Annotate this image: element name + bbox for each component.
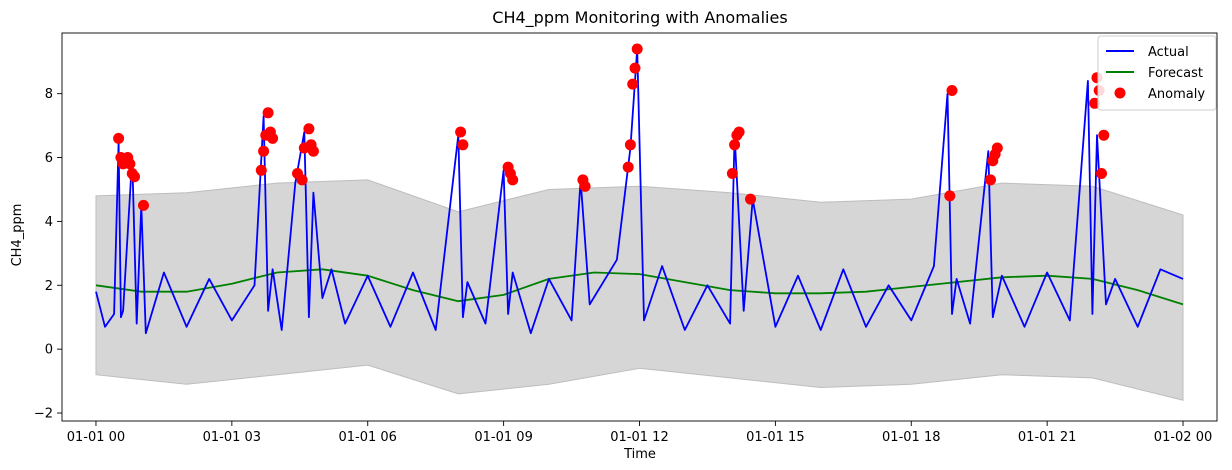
legend-label-anomaly: Anomaly [1148,87,1205,102]
anomaly-point [1098,129,1110,141]
y-tick-label: 2 [45,279,53,294]
anomaly-point [745,193,756,205]
anomaly-point [307,145,319,157]
confidence-band [95,179,1184,401]
anomaly-point [457,139,469,151]
anomaly-point [258,145,270,157]
x-axis-label: Time [623,447,656,462]
anomaly-point [507,174,519,186]
anomaly-point [255,164,267,176]
x-tick-label: 01-01 03 [203,430,261,445]
anomaly-point [296,174,308,186]
anomaly-point [946,85,958,96]
anomaly-point [944,190,956,202]
x-tick-label: 01-01 15 [746,430,804,445]
y-axis: −2 0 2 4 6 8 [34,87,62,422]
anomaly-point [733,126,745,138]
anomaly-point [627,78,639,90]
anomaly-point [138,199,149,211]
anomaly-point [579,180,591,192]
y-tick-label: 8 [45,87,53,102]
actual-line-layer [95,48,1184,335]
x-tick-label: 01-01 21 [1018,430,1076,445]
anomaly-point [726,168,738,179]
anomaly-point [267,132,279,144]
confidence-band-layer [95,179,1184,401]
x-tick-label: 01-01 00 [67,430,125,445]
anomaly-point [624,139,636,151]
anomaly-point [985,174,996,186]
anomaly-point [729,139,741,151]
anomaly-points-layer [113,43,1110,211]
legend-swatch-anomaly [1114,87,1126,99]
x-axis: 01-01 00 01-01 03 01-01 06 01-01 09 01-01 12… [67,421,1212,445]
y-tick-label: 6 [45,151,53,166]
legend-label-forecast: Forecast [1148,66,1203,81]
anomaly-point [622,161,634,173]
legend-label-actual: Actual [1148,45,1189,60]
anomaly-point [631,43,643,55]
anomaly-point [303,123,315,135]
x-tick-label: 01-01 18 [882,430,940,445]
anomaly-point [455,126,467,138]
y-tick-label: 0 [45,343,53,358]
chart-title: CH4_ppm Monitoring with Anomalies [492,8,787,28]
y-tick-label: 4 [45,215,53,230]
anomaly-point [124,158,136,170]
x-tick-label: 01-01 09 [474,430,532,445]
legend-box [1097,35,1217,111]
actual-line [95,48,1184,335]
x-tick-label: 01-01 12 [610,430,668,445]
anomaly-point [991,142,1003,154]
y-axis-label: CH4_ppm [10,204,25,267]
x-tick-label: 01-01 06 [339,430,397,445]
anomaly-point [1096,168,1107,179]
anomaly-point [262,107,274,119]
anomaly-point [129,171,140,183]
legend: Actual Forecast Anomaly [1097,35,1217,111]
y-tick-label: −2 [34,407,53,422]
x-tick-label: 01-02 00 [1154,430,1212,445]
anomaly-point [113,132,125,144]
anomaly-point [1089,97,1101,109]
anomaly-point [629,62,641,74]
